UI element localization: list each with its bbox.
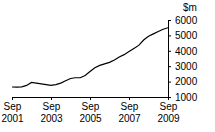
series-line	[12, 28, 168, 87]
y-tick-mark	[168, 82, 171, 83]
y-axis: 1000 2000 3000 4000 5000 6000	[168, 15, 198, 103]
x-tick-label-part: 2007	[118, 113, 141, 124]
x-tick: Sep2005	[79, 97, 102, 124]
x-tick-label-part: Sep	[43, 101, 61, 112]
y-tick-label: 1000	[175, 92, 198, 103]
plot-area	[12, 28, 168, 87]
x-tick-label-part: Sep	[82, 101, 100, 112]
x-tick-mark	[129, 97, 130, 100]
x-tick-mark	[90, 97, 91, 100]
y-tick-label: 2000	[175, 76, 198, 87]
x-tick-label-part: 2005	[79, 113, 102, 124]
y-tick-mark	[168, 35, 171, 36]
x-tick: Sep2009	[157, 97, 180, 124]
x-tick-label: Sep2001	[1, 101, 24, 124]
chart: 100020003000400050006000Sep2001Sep2003Se…	[0, 0, 215, 132]
x-tick-mark	[168, 97, 169, 100]
x-tick-label-part: 2001	[1, 113, 24, 124]
y-tick-mark	[168, 20, 171, 21]
y-tick: 3000	[168, 61, 198, 72]
x-tick-label-part: Sep	[160, 101, 178, 112]
x-tick-label-part: 2009	[157, 113, 180, 124]
y-tick: 4000	[168, 46, 198, 57]
y-tick: 2000	[168, 76, 198, 87]
y-tick: 5000	[168, 30, 198, 41]
y-tick: 6000	[168, 15, 198, 26]
x-tick-label: Sep2007	[118, 101, 141, 124]
x-tick: Sep2007	[118, 97, 141, 124]
y-tick-label: 4000	[175, 46, 198, 57]
x-tick-label: Sep2003	[40, 101, 63, 124]
x-tick-label-part: Sep	[121, 101, 139, 112]
x-tick-label: Sep2005	[79, 101, 102, 124]
y-tick-label: 3000	[175, 61, 198, 72]
y-tick-mark	[168, 51, 171, 52]
x-tick: Sep2003	[40, 97, 63, 124]
y-tick-label: 5000	[175, 30, 198, 41]
y-axis-title: $m	[183, 2, 197, 13]
y-axis-line	[169, 21, 172, 98]
x-tick: Sep2001	[1, 97, 24, 124]
x-tick-mark	[12, 97, 13, 100]
x-axis-line	[13, 98, 169, 101]
y-tick-mark	[168, 66, 171, 67]
x-tick-label-part: 2003	[40, 113, 63, 124]
x-tick-label: Sep2009	[157, 101, 180, 124]
x-tick-mark	[51, 97, 52, 100]
y-tick-label: 6000	[175, 15, 198, 26]
x-tick-label-part: Sep	[4, 101, 22, 112]
x-axis: Sep2001Sep2003Sep2005Sep2007Sep2009	[1, 97, 180, 124]
